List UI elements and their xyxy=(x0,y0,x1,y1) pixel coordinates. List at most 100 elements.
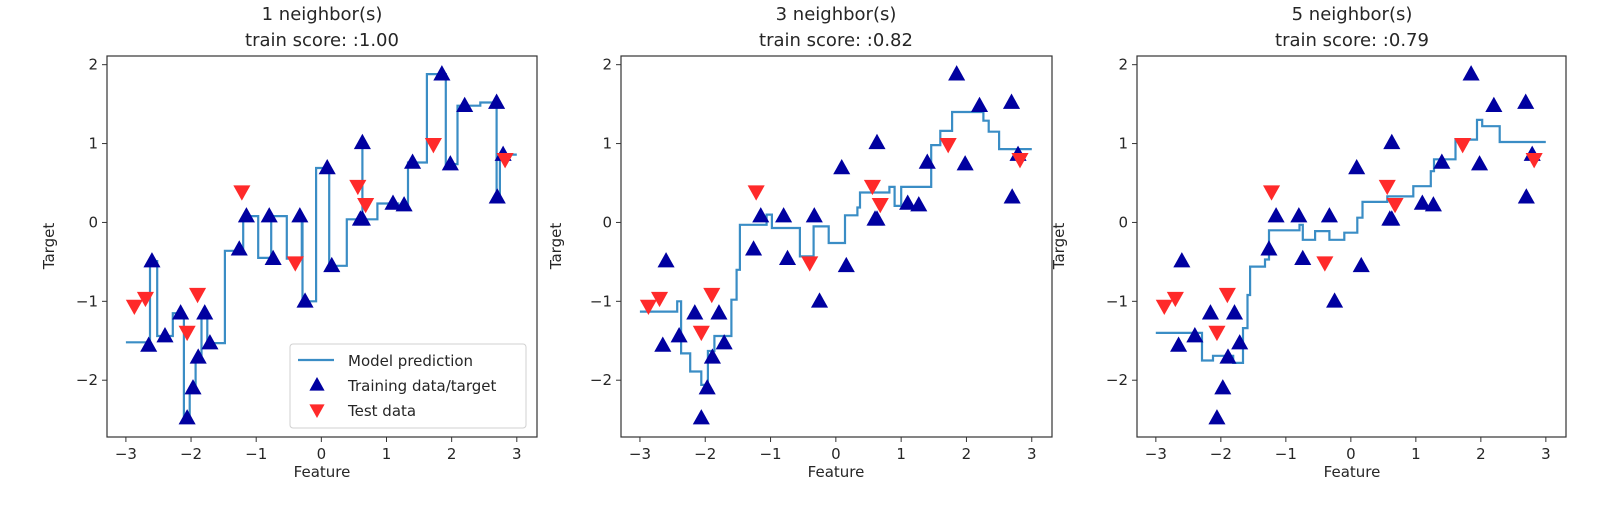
y-tick-label: 2 xyxy=(1118,56,1128,74)
y-tick-label: −1 xyxy=(1106,292,1128,310)
test-point-marker xyxy=(801,256,819,272)
y-tick-label: −1 xyxy=(76,292,98,310)
training-point-marker xyxy=(1471,155,1489,171)
training-point-marker xyxy=(1173,252,1191,268)
training-point-marker xyxy=(670,327,688,343)
training-point-marker xyxy=(1003,188,1021,204)
test-point-marker xyxy=(1316,256,1334,272)
training-point-marker xyxy=(1320,207,1338,223)
axes-frame xyxy=(1136,55,1567,438)
x-tick-label: 2 xyxy=(447,445,457,463)
test-point-marker xyxy=(424,138,442,154)
training-point-marker xyxy=(698,379,716,395)
training-point-marker xyxy=(201,334,219,350)
training-point-marker xyxy=(1201,304,1219,320)
subplot-title-line-1: 3 neighbor(s) xyxy=(776,4,897,25)
training-point-marker xyxy=(1170,336,1188,352)
x-tick-label: −3 xyxy=(115,445,137,463)
training-point-marker xyxy=(910,196,928,212)
x-tick-label: 2 xyxy=(962,445,972,463)
test-point-marker xyxy=(349,179,367,196)
test-point-marker xyxy=(1378,179,1396,196)
training-point-marker xyxy=(1424,196,1442,212)
training-point-marker xyxy=(1352,256,1370,273)
training-point-marker xyxy=(868,133,886,150)
training-point-marker xyxy=(692,409,710,425)
training-point-marker xyxy=(488,93,506,109)
test-point-marker xyxy=(703,287,721,304)
training-point-marker xyxy=(715,334,733,350)
x-tick-label: −2 xyxy=(1210,445,1232,463)
y-tick-label: 2 xyxy=(602,56,612,74)
model-prediction-line xyxy=(639,110,1032,386)
test-point-marker xyxy=(1155,299,1173,316)
training-point-marker xyxy=(433,65,451,81)
training-point-marker xyxy=(752,207,770,223)
training-point-marker xyxy=(196,304,214,320)
training-point-marker xyxy=(1485,96,1503,112)
x-axis-label: Feature xyxy=(294,463,351,481)
training-point-marker xyxy=(778,249,797,266)
training-point-marker xyxy=(918,153,936,169)
test-point-marker xyxy=(747,185,765,201)
plot-content xyxy=(1155,65,1546,425)
training-point-marker xyxy=(1208,409,1226,425)
training-point-marker xyxy=(264,249,282,266)
y-tick-label: 1 xyxy=(88,135,98,153)
training-point-marker xyxy=(189,348,207,364)
test-point-marker xyxy=(650,291,669,308)
x-tick-label: 0 xyxy=(1346,445,1356,463)
x-tick-label: −1 xyxy=(1275,445,1297,463)
training-point-marker xyxy=(956,155,974,171)
training-point-marker xyxy=(899,194,917,210)
test-point-marker xyxy=(136,291,154,308)
training-point-marker xyxy=(1290,207,1308,223)
plot-area: −3 −2 −1 0 1 2 3 −2 −1 0 1 2 xyxy=(1106,55,1567,463)
legend-entry-label: Model prediction xyxy=(348,352,473,370)
training-point-marker xyxy=(1214,379,1232,395)
y-tick-label: 0 xyxy=(602,213,612,231)
training-point-marker xyxy=(1517,188,1535,204)
x-tick-label: 2 xyxy=(1476,445,1486,463)
training-point-marker xyxy=(1219,348,1237,364)
axes-frame xyxy=(620,55,1053,438)
x-tick-label: −3 xyxy=(1145,445,1167,463)
x-tick-label: 3 xyxy=(1027,445,1037,463)
x-tick-label: −1 xyxy=(759,445,781,463)
test-point-marker xyxy=(639,299,657,316)
subplot-title-line-1: 1 neighbor(s) xyxy=(262,4,383,25)
training-point-marker xyxy=(291,207,309,223)
training-point-marker xyxy=(260,207,278,223)
y-tick-label: 2 xyxy=(88,56,98,74)
x-axis-label: Feature xyxy=(1324,463,1381,481)
training-point-marker xyxy=(318,159,336,175)
training-point-marker xyxy=(948,65,966,81)
test-point-marker xyxy=(1386,197,1404,214)
training-point-marker xyxy=(833,159,851,175)
training-point-marker xyxy=(488,188,506,204)
x-tick-label: 3 xyxy=(1541,445,1551,463)
training-point-marker xyxy=(1383,133,1401,150)
training-point-marker xyxy=(1517,93,1535,109)
training-point-marker xyxy=(1002,93,1021,109)
training-point-marker xyxy=(441,155,459,171)
axes-frame xyxy=(106,55,538,438)
y-tick-label: −1 xyxy=(590,292,612,310)
x-tick-label: 3 xyxy=(512,445,522,463)
training-point-marker xyxy=(140,336,158,352)
training-point-marker xyxy=(237,207,255,223)
training-point-marker xyxy=(395,196,413,212)
x-tick-label: 1 xyxy=(896,445,906,463)
y-axis-label: Target xyxy=(547,223,565,271)
training-point-marker xyxy=(1348,159,1366,175)
y-axis-label: Target xyxy=(40,223,58,271)
training-point-marker xyxy=(1231,334,1249,350)
test-point-marker xyxy=(286,256,304,272)
training-point-marker xyxy=(323,256,341,273)
legend-box xyxy=(289,343,527,429)
test-point-marker xyxy=(863,179,881,196)
training-point-marker xyxy=(805,207,823,223)
test-point-marker xyxy=(1454,138,1472,154)
